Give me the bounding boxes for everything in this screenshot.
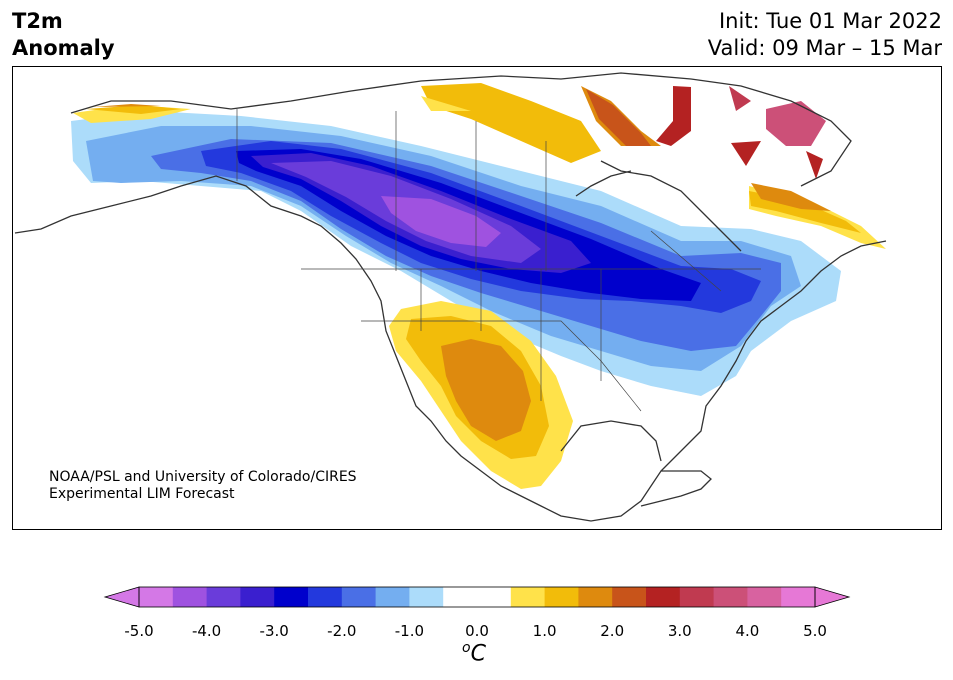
credit-line-1: NOAA/PSL and University of Colorado/CIRE… bbox=[49, 469, 357, 485]
colorbar-segment bbox=[139, 587, 174, 607]
colorbar-segment bbox=[747, 587, 782, 607]
colorbar-segment bbox=[240, 587, 275, 607]
colorbar-tick-label: 3.0 bbox=[667, 622, 692, 640]
colorbar-tick-label: -5.0 bbox=[124, 622, 154, 640]
colorbar-segment bbox=[646, 587, 681, 607]
colorbar-segment bbox=[341, 587, 377, 607]
title-line-1: T2m bbox=[12, 9, 63, 33]
unit-base: C bbox=[470, 641, 486, 667]
colorbar-segment bbox=[510, 587, 546, 607]
forecast-dates: Init: Tue 01 Mar 2022 Valid: 09 Mar – 15… bbox=[708, 8, 942, 62]
colorbar-tick-label: 5.0 bbox=[803, 622, 827, 640]
colorbar-segment bbox=[679, 587, 715, 607]
colorbar-segment bbox=[443, 587, 478, 607]
colorbar-tick-label: -4.0 bbox=[191, 622, 222, 640]
credit-line-2: Experimental LIM Forecast bbox=[49, 486, 235, 502]
colorbar-segment bbox=[781, 587, 816, 607]
colorbar-segment bbox=[375, 587, 410, 607]
colorbar-segment bbox=[544, 587, 579, 607]
warm-anomaly-northeast bbox=[73, 83, 886, 249]
colorbar-tick-label: -1.0 bbox=[394, 622, 425, 640]
colorbar-tick-label: 1.0 bbox=[532, 622, 557, 640]
colorbar-tick-label: -2.0 bbox=[327, 622, 357, 640]
title-line-2: Anomaly bbox=[12, 36, 115, 60]
colorbar-tick-label: 2.0 bbox=[600, 622, 625, 640]
colorbar-extend-low bbox=[103, 586, 140, 608]
colorbar-extend-high bbox=[814, 586, 851, 608]
map-title: T2m Anomaly bbox=[12, 8, 115, 62]
colorbar-unit: oC bbox=[462, 640, 486, 666]
valid-range: Valid: 09 Mar – 15 Mar bbox=[707, 36, 942, 60]
colorbar-tick-label: 4.0 bbox=[735, 622, 760, 640]
warm-anomaly-southwest bbox=[389, 301, 573, 489]
colorbar-tick-labels: -5.0 -4.0 -3.0 -2.0 -1.0 0.0 1.0 2.0 3.0 4.0 5.0 bbox=[0, 622, 953, 642]
colorbar bbox=[103, 586, 851, 608]
anomaly-map bbox=[12, 66, 942, 530]
colorbar-segment bbox=[612, 587, 647, 607]
colorbar-segment bbox=[274, 587, 309, 607]
colorbar-tick-label: -3.0 bbox=[259, 622, 289, 640]
colorbar-segment bbox=[477, 587, 512, 607]
colorbar-segment bbox=[206, 587, 241, 607]
political-borders bbox=[236, 109, 761, 412]
unit-superscript: o bbox=[462, 640, 471, 656]
init-date: Init: Tue 01 Mar 2022 bbox=[718, 9, 942, 33]
colorbar-segment bbox=[409, 587, 444, 607]
credit-text: NOAA/PSL and University of Colorado/CIRE… bbox=[49, 469, 357, 503]
cold-anomaly-region bbox=[71, 111, 841, 396]
colorbar-segment bbox=[578, 587, 613, 607]
colorbar-segment bbox=[172, 587, 208, 607]
colorbar-outline bbox=[138, 586, 816, 608]
colorbar-segment bbox=[713, 587, 748, 607]
map-canvas bbox=[14, 72, 887, 522]
colorbar-segment bbox=[308, 587, 343, 607]
colorbar-segments bbox=[139, 587, 816, 607]
coastlines bbox=[14, 72, 887, 522]
colorbar-tick-label: 0.0 bbox=[465, 622, 489, 640]
